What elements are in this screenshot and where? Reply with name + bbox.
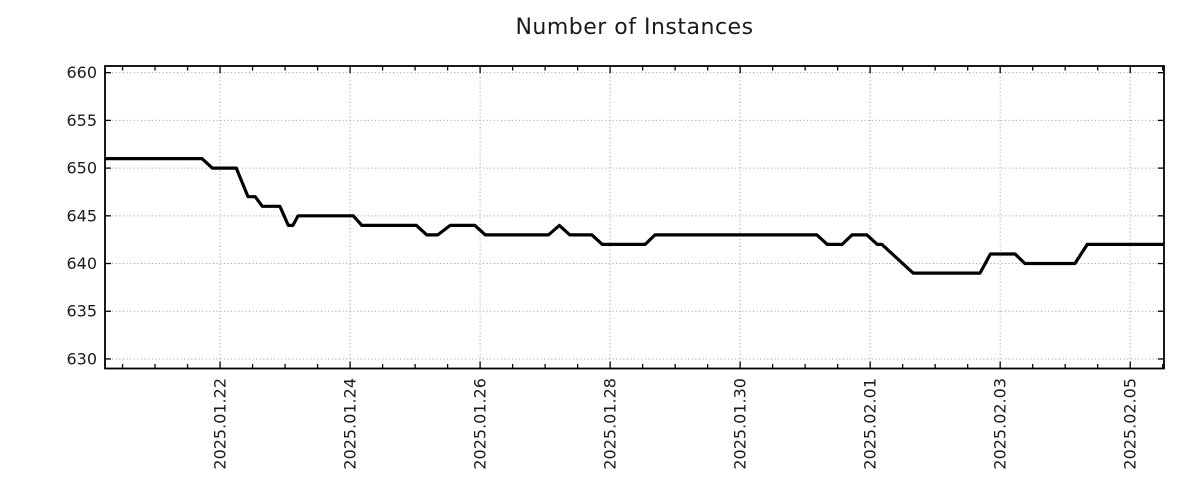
series-line-instances [105,157,1164,275]
y-tick-label: 630 [66,349,97,368]
x-tick-label: 2025.02.03 [991,378,1010,470]
x-tick-label: 2025.02.01 [861,378,880,470]
y-tick-label: 635 [66,302,97,321]
y-tick-label: 655 [66,111,97,130]
x-tick-label: 2025.01.24 [341,378,360,470]
x-tick-label: 2025.01.26 [471,378,490,470]
y-tick-label: 660 [66,63,97,82]
x-tick-label: 2025.02.05 [1121,378,1140,470]
x-tick-label: 2025.01.22 [211,378,230,470]
y-tick-label: 640 [66,254,97,273]
x-tick-label: 2025.01.28 [601,378,620,470]
y-tick-label: 645 [66,206,97,225]
x-tick-label: 2025.01.30 [731,378,750,470]
y-tick-label: 650 [66,159,97,178]
chart-title: Number of Instances [515,15,754,40]
plot-border [104,65,1165,370]
